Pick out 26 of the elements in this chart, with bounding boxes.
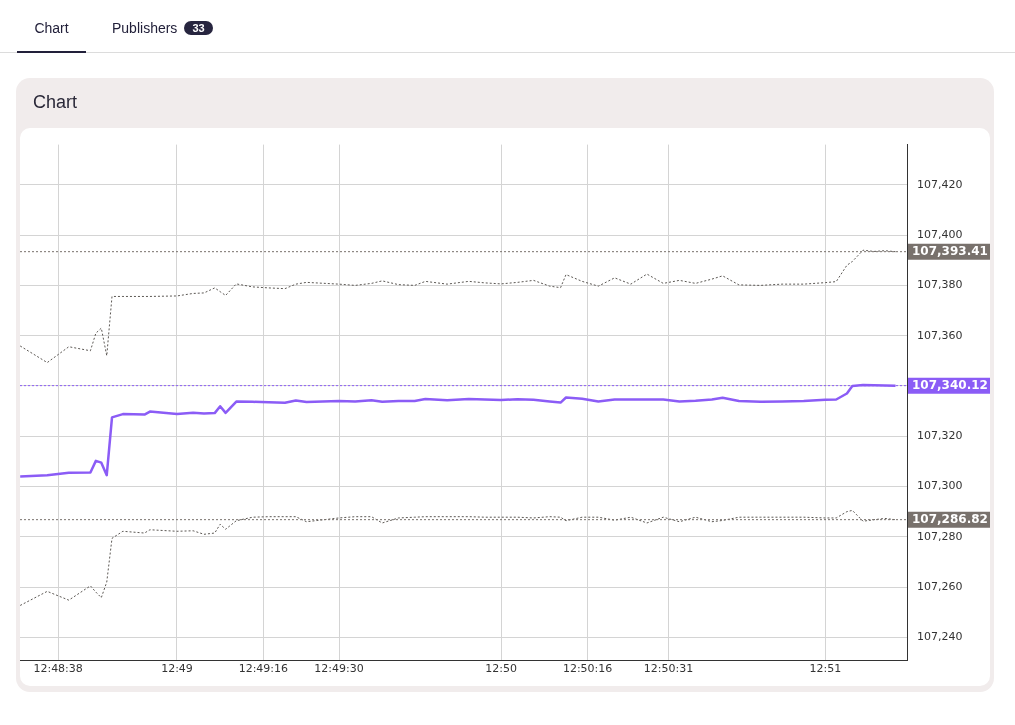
x-tick-label: 12:49:16	[238, 662, 289, 676]
x-tick-label: 12:51	[809, 662, 842, 676]
x-tick-label: 12:49	[161, 662, 193, 676]
y-tick-label: 107,240	[917, 630, 963, 644]
text: Chart	[34, 20, 69, 36]
y-tick-label: 107,420	[917, 177, 963, 191]
text: 33	[184, 21, 213, 35]
text: Publishers	[112, 20, 178, 36]
y-tick-label: 107,320	[917, 429, 963, 443]
y-tick-label: 107,360	[917, 328, 963, 342]
line-series	[20, 249, 897, 364]
y-tick-label: 107,280	[917, 529, 963, 543]
line-series	[20, 509, 897, 606]
x-tick-label: 12:50:31	[643, 662, 694, 676]
y-tick-label: 107,400	[917, 227, 963, 241]
x-tick-label: 12:49:30	[314, 662, 364, 676]
x-tick-label: 12:48:38	[33, 662, 83, 676]
ref-line-label: 107,286.82	[912, 512, 988, 527]
y-tick-label: 107,300	[917, 479, 963, 493]
ref-line-label: 107,340.12	[912, 378, 988, 393]
ref-line-label: 107,393.41	[912, 244, 988, 259]
y-tick-label: 107,260	[917, 579, 963, 593]
x-tick-label: 12:50	[485, 662, 517, 676]
y-tick-label: 107,380	[917, 278, 963, 292]
chart-title: Chart	[33, 92, 78, 113]
x-tick-label: 12:50:16	[562, 662, 613, 676]
